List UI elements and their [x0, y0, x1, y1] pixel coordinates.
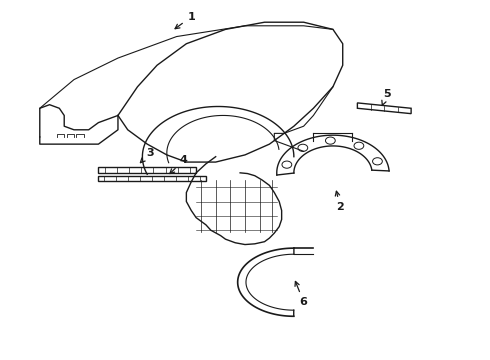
Text: 5: 5 [382, 89, 391, 105]
Text: 4: 4 [170, 155, 188, 174]
Text: 1: 1 [175, 12, 195, 29]
Text: 2: 2 [335, 191, 344, 212]
Text: 3: 3 [141, 148, 153, 163]
Text: 6: 6 [295, 282, 308, 307]
